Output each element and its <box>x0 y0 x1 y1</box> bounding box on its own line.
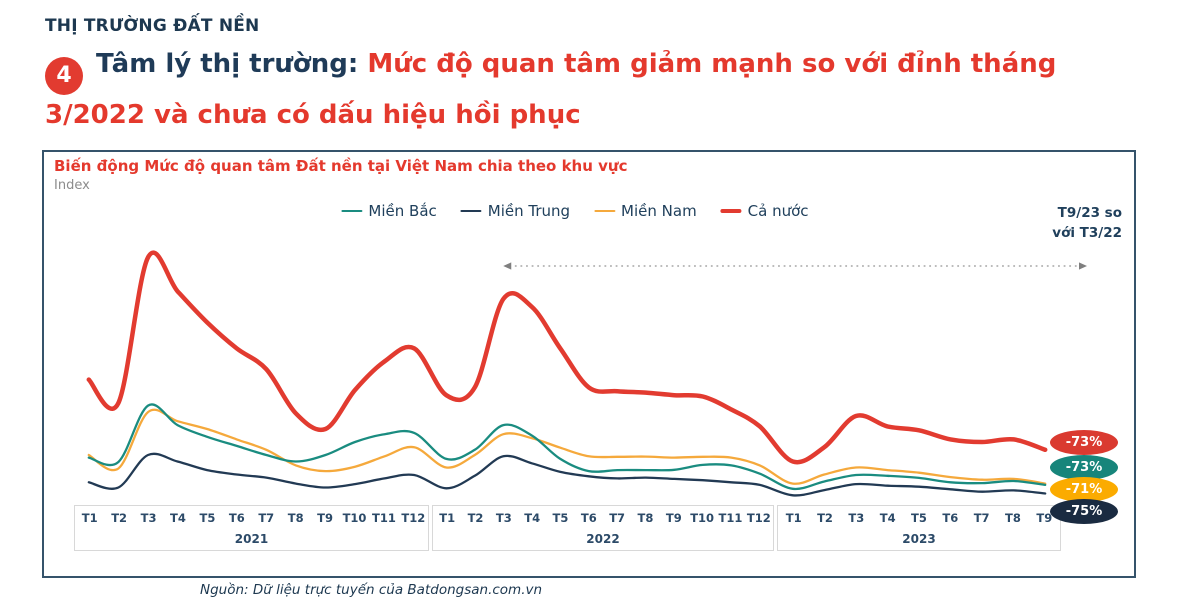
unit-label: Index <box>54 178 90 193</box>
month-label: T9 <box>317 511 334 525</box>
month-label: T11 <box>718 511 743 525</box>
change-badge: -71% <box>1050 477 1118 502</box>
month-label: T9 <box>1036 511 1053 525</box>
chart-title: Biến động Mức độ quan tâm Đất nền tại Vi… <box>54 157 628 175</box>
page-title-prefix: Tâm lý thị trường: <box>96 49 368 79</box>
page-title: 4 Tâm lý thị trường: Mức độ quan tâm giảm… <box>45 44 1140 135</box>
month-label: T3 <box>140 511 157 525</box>
month-label: T8 <box>1005 511 1021 525</box>
line-chart <box>86 250 1087 497</box>
series-line-4 <box>86 250 1048 465</box>
month-label: T3 <box>848 511 865 525</box>
legend-item: Miền Trung <box>460 202 571 220</box>
month-label: T1 <box>81 511 98 525</box>
month-label: T7 <box>258 511 275 525</box>
page-title-highlight-line2: 3/2022 và chưa có dấu hiệu hồi phục <box>45 100 581 130</box>
month-label: T6 <box>580 511 597 525</box>
month-label: T10 <box>342 511 367 525</box>
series-line-2 <box>87 452 1047 497</box>
arrow-head-left-icon <box>503 262 512 270</box>
legend-label: Miền Nam <box>621 202 697 220</box>
month-label: T6 <box>228 511 245 525</box>
legend-label: Miền Trung <box>487 202 571 220</box>
month-label: T10 <box>690 511 715 525</box>
month-label: T8 <box>287 511 304 525</box>
year-label: 2021 <box>234 532 269 546</box>
month-label: T5 <box>911 511 927 525</box>
month-label: T5 <box>552 511 569 525</box>
month-label: T4 <box>879 511 896 525</box>
section-number-badge: 4 <box>45 57 83 95</box>
month-label-row: T1 T2 T3 T4 T5 T6 T7 T8 T9 T10 T11 T12 <box>75 506 428 525</box>
x-axis-group-2021: T1 T2 T3 T4 T5 T6 T7 T8 T9 T10 T11 T12 2021 <box>74 505 429 551</box>
year-label: 2022 <box>586 532 620 546</box>
section-kicker: THỊ TRƯỜNG ĐẤT NỀN <box>45 16 260 36</box>
month-label: T12 <box>401 511 426 525</box>
legend-item: Miền Nam <box>594 202 697 220</box>
month-label: T7 <box>609 511 626 525</box>
month-label: T7 <box>973 511 990 525</box>
month-label-row: T1 T2 T3 T4 T5 T6 T7 T8 T9 <box>778 506 1060 525</box>
chart-card: Biến động Mức độ quan tâm Đất nền tại Vi… <box>42 150 1136 578</box>
month-label: T4 <box>170 511 186 525</box>
x-axis-group-2022: T1 T2 T3 T4 T5 T6 T7 T8 T9 T10 T11 T12 2022 <box>432 505 774 551</box>
series-line-3 <box>87 408 1047 485</box>
month-label: T12 <box>746 511 771 525</box>
comparison-note: T9/23 so với T3/22 <box>1052 204 1122 243</box>
change-badge: -73% <box>1050 455 1118 480</box>
month-label: T1 <box>785 511 802 525</box>
legend-swatch <box>460 209 482 213</box>
change-badge: -73% <box>1050 430 1118 455</box>
month-label: T1 <box>439 511 456 525</box>
month-label: T2 <box>467 511 484 525</box>
legend-item: Miền Bắc <box>341 202 437 220</box>
legend-label: Miền Bắc <box>368 202 437 220</box>
legend-swatch <box>720 208 742 214</box>
source-note: Nguồn: Dữ liệu trực tuyến của Batdongsan… <box>200 582 543 598</box>
month-label: T3 <box>495 511 512 525</box>
page-title-highlight-line1: Mức độ quan tâm giảm mạnh so với đỉnh th… <box>367 49 1057 79</box>
comparison-note-line1: T9/23 so <box>1057 205 1122 221</box>
change-badge: -75% <box>1050 499 1118 524</box>
month-label: T4 <box>524 511 541 525</box>
year-label: 2023 <box>902 532 936 546</box>
comparison-note-line2: với T3/22 <box>1052 224 1122 241</box>
legend-swatch <box>594 209 616 213</box>
month-label: T11 <box>372 511 396 525</box>
legend-label: Cả nước <box>747 202 809 220</box>
month-label-row: T1 T2 T3 T4 T5 T6 T7 T8 T9 T10 T11 T12 <box>433 506 773 525</box>
month-label: T5 <box>199 511 216 525</box>
arrow-head-right-icon <box>1079 262 1087 270</box>
month-label: T8 <box>637 511 654 525</box>
legend-item: Cả nước <box>720 202 809 220</box>
month-label: T6 <box>942 511 959 525</box>
month-label: T2 <box>817 511 833 525</box>
chart-legend: Miền Bắc Miền Trung Miền Nam Cả nước <box>341 202 809 220</box>
month-label: T9 <box>665 511 682 525</box>
legend-swatch <box>341 209 363 213</box>
series-line-1 <box>87 403 1047 491</box>
x-axis-group-2023: T1 T2 T3 T4 T5 T6 T7 T8 T9 2023 <box>777 505 1061 551</box>
month-label: T2 <box>111 511 128 525</box>
